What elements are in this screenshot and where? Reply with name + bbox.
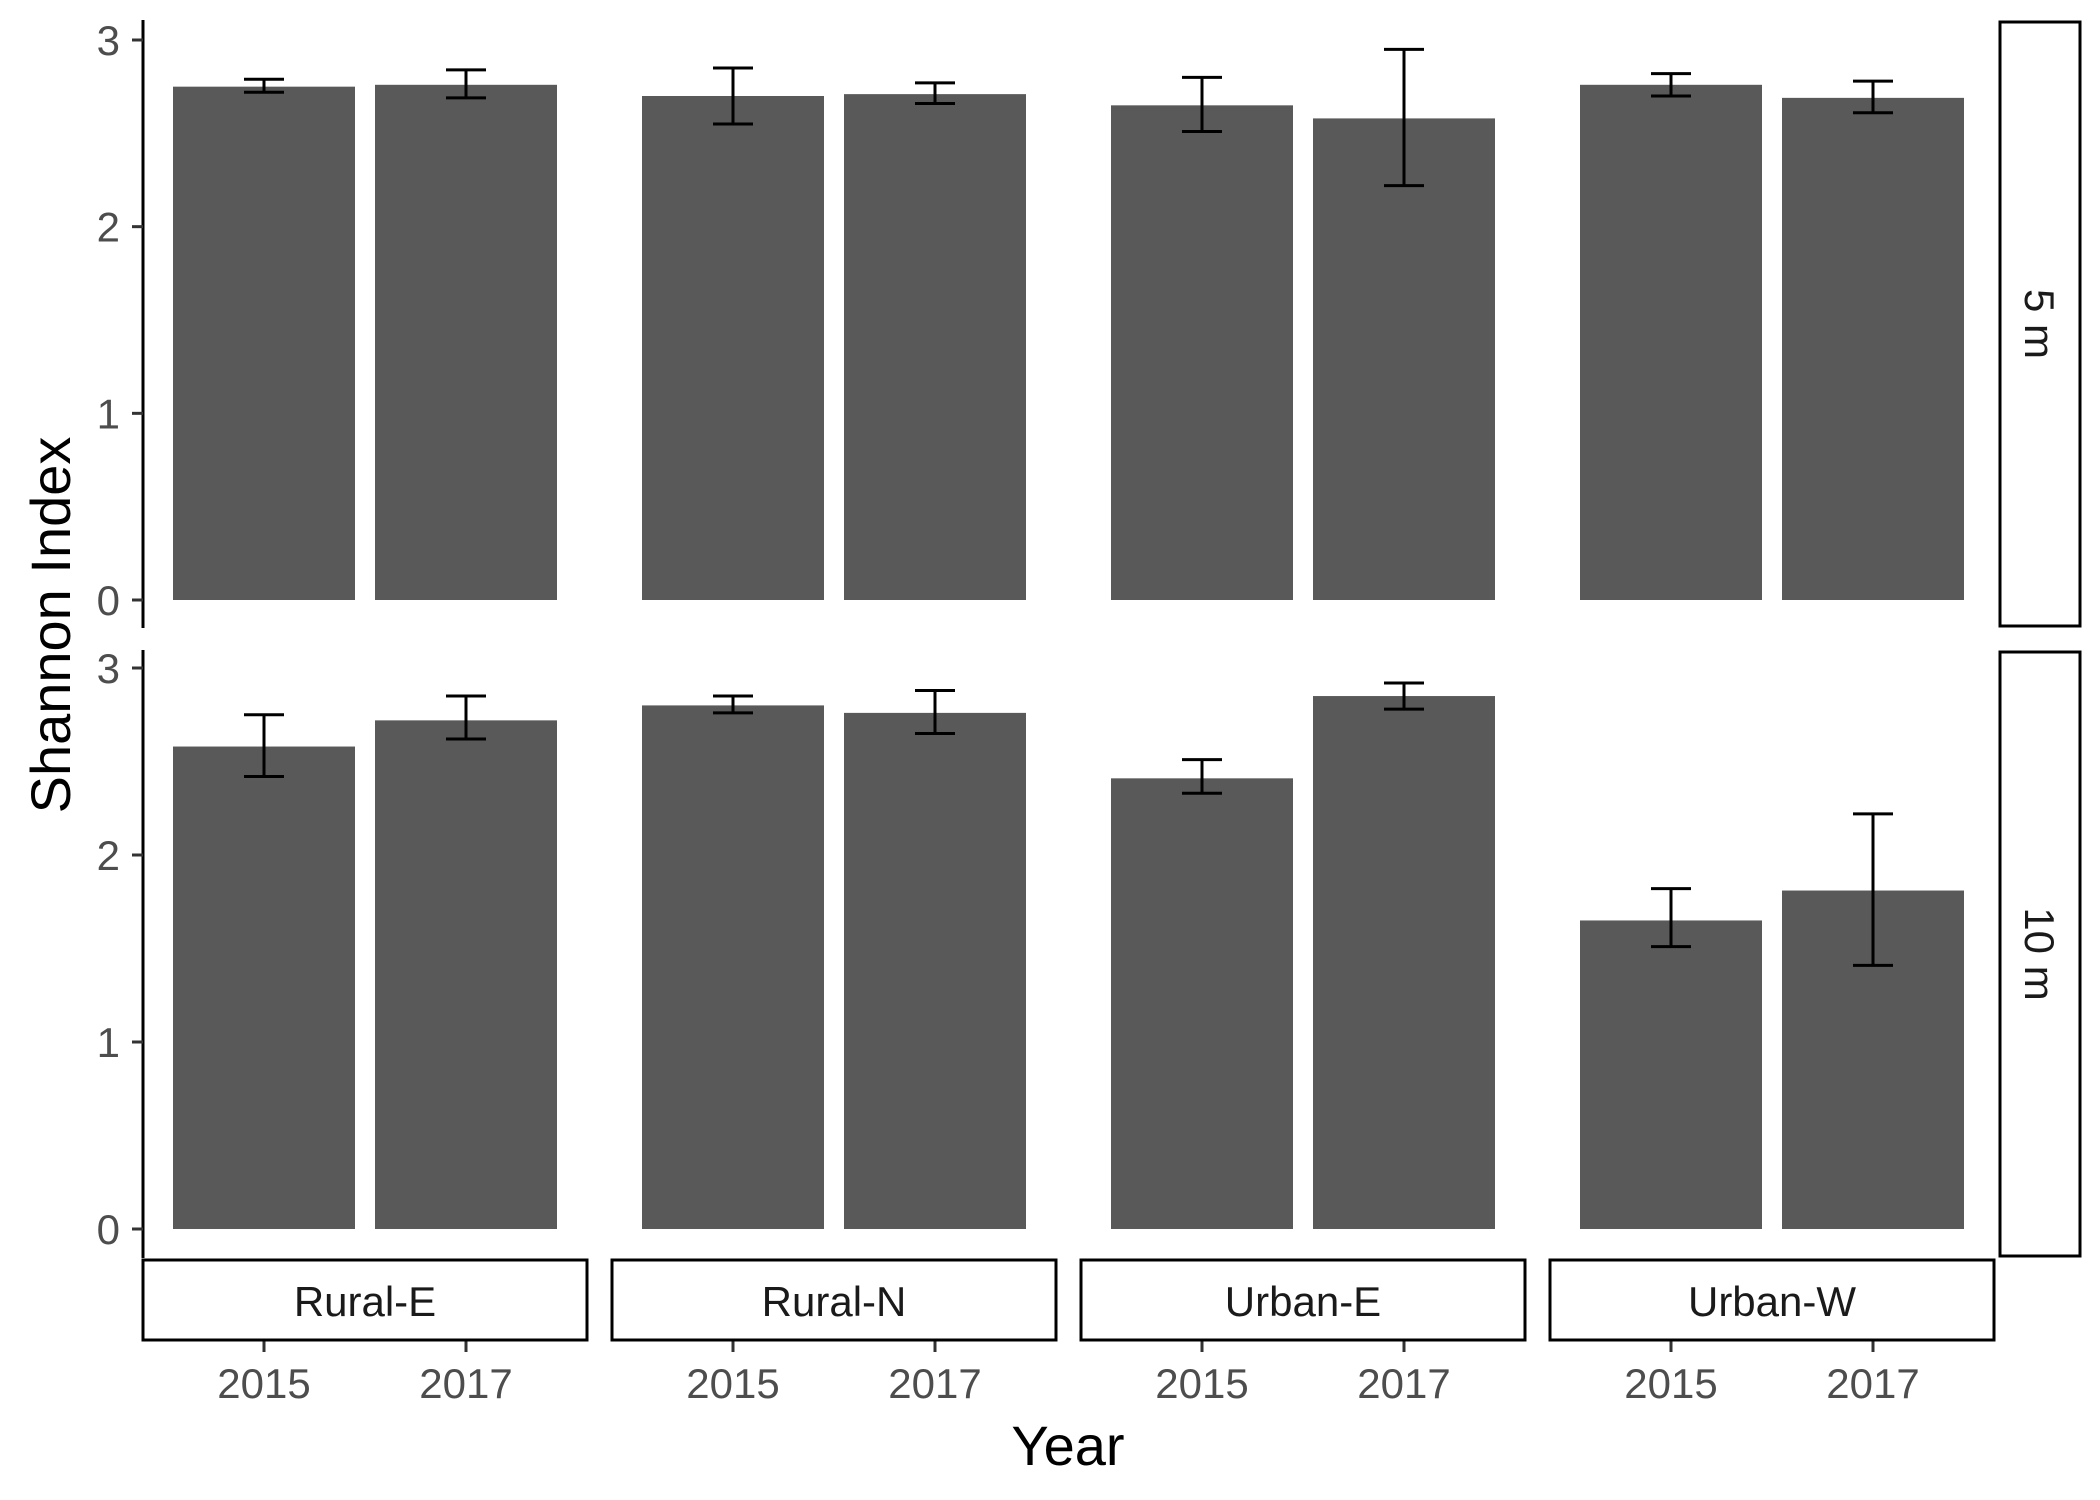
bar-10m-Rural-E-2017 bbox=[375, 720, 557, 1229]
column-strip-Urban-W bbox=[1548, 1258, 1996, 1342]
row-strip-label: 5 m bbox=[2016, 289, 2063, 359]
error-bar-10m-Urban-E-2015 bbox=[1182, 758, 1222, 795]
bar-5m-Urban-W-2015 bbox=[1580, 84, 1762, 601]
error-bar-5m-Urban-E-2015 bbox=[1182, 75, 1222, 133]
error-bar-5m-Rural-N-2017 bbox=[915, 81, 955, 105]
bars-layer bbox=[173, 84, 1964, 1229]
x-tick-label: 2017 bbox=[888, 1360, 981, 1407]
bar-5m-Urban-W-2017 bbox=[1782, 97, 1964, 600]
x-tick-label: 2017 bbox=[1826, 1360, 1919, 1407]
bar-10m-Rural-N-2017 bbox=[844, 712, 1026, 1229]
error-bar-5m-Rural-N-2015 bbox=[713, 66, 753, 126]
column-strip-Rural-E bbox=[141, 1258, 589, 1342]
bar-5m-Rural-E-2017 bbox=[375, 84, 557, 601]
x-tick-label: 2015 bbox=[1624, 1360, 1717, 1407]
error-bar-10m-Rural-N-2015 bbox=[713, 694, 753, 715]
row-strip-10m bbox=[1998, 650, 2082, 1258]
x-tick-label: 2015 bbox=[217, 1360, 310, 1407]
error-bar-5m-Rural-E-2017 bbox=[446, 68, 486, 100]
error-bar-5m-Urban-W-2015 bbox=[1651, 72, 1691, 98]
error-bar-10m-Rural-E-2015 bbox=[244, 713, 284, 778]
y-tick-label: 3 bbox=[97, 645, 120, 692]
bar-10m-Urban-E-2017 bbox=[1313, 696, 1495, 1229]
error-bars-layer bbox=[244, 47, 1893, 967]
column-strip-label: Rural-E bbox=[294, 1278, 436, 1325]
error-bar-5m-Urban-W-2017 bbox=[1853, 79, 1893, 115]
y-tick-label: 2 bbox=[97, 204, 120, 251]
y-tick-label: 0 bbox=[97, 1206, 120, 1253]
y-axis-title: Shannon Index bbox=[19, 437, 82, 814]
error-bar-10m-Rural-N-2017 bbox=[915, 688, 955, 735]
row-strip-5m bbox=[1998, 20, 2082, 628]
column-strip-label: Urban-E bbox=[1225, 1278, 1381, 1325]
x-tick-label: 2015 bbox=[1155, 1360, 1248, 1407]
y-tick-label: 1 bbox=[97, 1019, 120, 1066]
column-strip-label: Urban-W bbox=[1688, 1278, 1856, 1325]
bar-5m-Urban-E-2015 bbox=[1111, 105, 1293, 600]
x-axis-title: Year bbox=[1011, 1414, 1124, 1477]
x-tick-label: 2015 bbox=[686, 1360, 779, 1407]
strips-layer bbox=[141, 20, 2082, 1342]
bar-5m-Rural-N-2015 bbox=[642, 96, 824, 600]
error-bar-5m-Rural-E-2015 bbox=[244, 77, 284, 94]
bar-5m-Rural-N-2017 bbox=[844, 94, 1026, 600]
column-strip-Urban-E bbox=[1079, 1258, 1527, 1342]
error-bar-10m-Rural-E-2017 bbox=[446, 694, 486, 741]
error-bar-10m-Urban-E-2017 bbox=[1384, 681, 1424, 711]
y-tick-label: 0 bbox=[97, 577, 120, 624]
x-tick-label: 2017 bbox=[419, 1360, 512, 1407]
bar-5m-Urban-E-2017 bbox=[1313, 118, 1495, 601]
y-tick-label: 2 bbox=[97, 832, 120, 879]
axes-layer bbox=[132, 20, 1875, 1352]
bar-10m-Rural-N-2015 bbox=[642, 705, 824, 1229]
text-layer: 0 1 2 3 0 1 2 3 5 m 10 m Rural-E 2015 2017 Rural-N 201… bbox=[97, 17, 2063, 1407]
error-bar-10m-Urban-W-2017 bbox=[1853, 812, 1893, 967]
y-tick-label: 1 bbox=[97, 390, 120, 437]
bar-5m-Rural-E-2015 bbox=[173, 86, 355, 600]
column-strip-Rural-N bbox=[610, 1258, 1058, 1342]
bar-10m-Urban-E-2015 bbox=[1111, 778, 1293, 1229]
bar-10m-Rural-E-2015 bbox=[173, 746, 355, 1229]
column-strip-label: Rural-N bbox=[762, 1278, 907, 1325]
error-bar-5m-Urban-E-2017 bbox=[1384, 47, 1424, 188]
y-tick-label: 3 bbox=[97, 17, 120, 64]
x-tick-label: 2017 bbox=[1357, 1360, 1450, 1407]
bar-10m-Urban-W-2015 bbox=[1580, 920, 1762, 1229]
error-bar-10m-Urban-W-2015 bbox=[1651, 887, 1691, 949]
row-strip-label: 10 m bbox=[2016, 907, 2063, 1000]
